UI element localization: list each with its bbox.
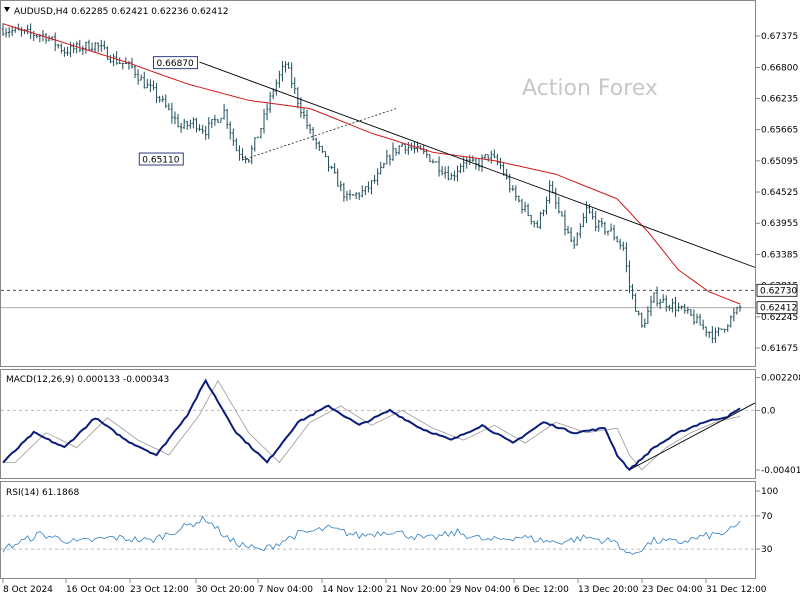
price-level-label: 0.62730 — [760, 286, 797, 296]
price-label: 0.66870 — [157, 59, 194, 69]
price-tick-label: 0.67375 — [761, 32, 798, 42]
rsi-panel — [0, 481, 756, 579]
price-label: 0.65110 — [142, 156, 179, 166]
price-label-box — [153, 56, 198, 70]
time-tick-label: 23 Oct 12:00 — [130, 585, 189, 595]
triangle-down-icon[interactable] — [4, 7, 10, 12]
price-level-box — [756, 301, 798, 315]
price-label-box — [138, 152, 184, 166]
watermark: Action Forex — [522, 76, 658, 101]
rsi-tick-label: 70 — [761, 512, 773, 522]
macd-signal-line — [3, 379, 741, 471]
macd-tick-label: 0.0 — [761, 406, 776, 416]
time-tick-label: 13 Dec 20:00 — [578, 585, 639, 595]
price-level-box — [756, 283, 798, 297]
price-tick-label: 0.66235 — [761, 94, 798, 104]
moving-average-line — [2, 23, 741, 305]
time-tick-label: 31 Dec 12:00 — [706, 585, 767, 595]
time-tick-label: 23 Dec 04:00 — [642, 585, 703, 595]
price-tick-label: 0.65665 — [761, 126, 798, 136]
main-header: AUDUSD,H4 0.62285 0.62421 0.62236 0.6241… — [14, 7, 229, 17]
macd-tick-label: -0.004012 — [761, 466, 800, 476]
time-tick-label: 8 Oct 2024 — [3, 585, 53, 595]
time-tick-label: 21 Nov 20:00 — [386, 585, 447, 595]
support-trendline — [242, 108, 397, 161]
price-tick-label: 0.63385 — [761, 250, 798, 260]
rsi-tick-label: 100 — [761, 487, 778, 497]
time-tick-label: 14 Nov 12:00 — [322, 585, 383, 595]
time-tick-label: 16 Oct 04:00 — [66, 585, 125, 595]
macd-line — [2, 378, 741, 472]
price-tick-label: 0.65095 — [761, 157, 798, 167]
price-tick-label: 0.64525 — [761, 188, 798, 198]
time-tick-label: 29 Nov 04:00 — [450, 585, 511, 595]
macd-title: MACD(12,26,9) 0.000133 -0.000343 — [6, 375, 169, 385]
time-tick-label: 7 Nov 04:00 — [258, 585, 313, 595]
time-tick-label: 30 Oct 20:00 — [196, 585, 255, 595]
rsi-line — [2, 515, 741, 555]
macd-panel — [0, 369, 756, 479]
rsi-title: RSI(14) 61.1868 — [6, 488, 79, 498]
price-tick-label: 0.63955 — [761, 219, 798, 229]
rsi-tick-label: 30 — [761, 545, 773, 555]
macd-tick-label: 0.002208 — [761, 374, 800, 384]
resistance-trendline — [199, 61, 756, 268]
price-tick-label: 0.66800 — [761, 63, 798, 73]
price-tick-label: 0.61675 — [761, 344, 798, 354]
price-tick-label: 0.62245 — [761, 313, 798, 323]
macd-trendline — [629, 402, 756, 471]
price-level-label: 0.62412 — [760, 304, 797, 314]
time-tick-label: 6 Dec 12:00 — [514, 585, 569, 595]
